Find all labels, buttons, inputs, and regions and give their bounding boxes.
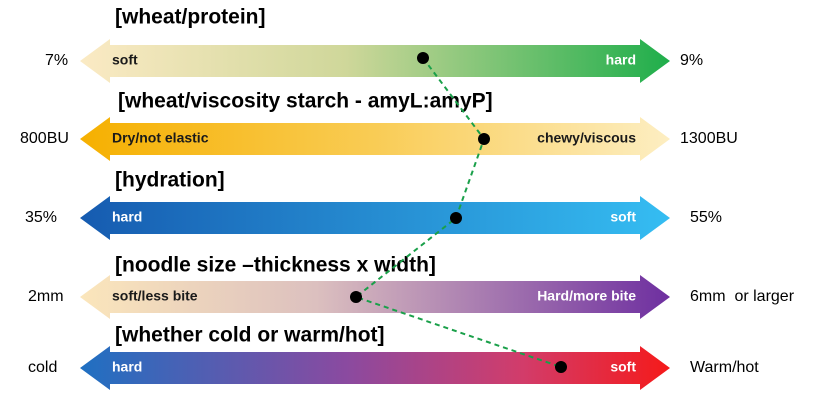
marker	[555, 361, 567, 373]
double-arrow	[80, 275, 670, 319]
row-title: [hydration]	[115, 169, 225, 192]
row-title: [wheat/viscosity starch - amyL:amyP]	[118, 90, 493, 113]
right-label: hard	[606, 52, 636, 68]
right-value: 1300BU	[680, 130, 738, 147]
marker	[417, 52, 429, 64]
left-value: cold	[28, 359, 57, 376]
row-title: [noodle size –thickness x width]	[115, 254, 436, 277]
left-label: soft/less bite	[112, 288, 198, 304]
left-label: hard	[112, 359, 142, 375]
right-label: soft	[610, 209, 636, 225]
marker	[350, 291, 362, 303]
left-value: 35%	[25, 209, 57, 226]
left-label: hard	[112, 209, 142, 225]
double-arrow	[80, 196, 670, 240]
right-value: Warm/hot	[690, 359, 759, 376]
connector-line	[353, 57, 562, 368]
right-value: 6mm or larger	[690, 288, 795, 305]
double-arrow	[80, 346, 670, 390]
right-value: 9%	[680, 52, 703, 69]
double-arrow	[80, 39, 670, 83]
markers	[350, 52, 567, 373]
row-title: [wheat/protein]	[115, 6, 266, 29]
left-value: 2mm	[28, 288, 64, 305]
right-label: chewy/viscous	[537, 130, 636, 146]
marker	[450, 212, 462, 224]
right-label: Hard/more bite	[537, 288, 636, 304]
right-value: 55%	[690, 209, 722, 226]
row-title: [whether cold or warm/hot]	[115, 324, 385, 347]
double-arrow	[80, 117, 670, 161]
marker	[478, 133, 490, 145]
left-value: 800BU	[20, 130, 69, 147]
left-label: Dry/not elastic	[112, 130, 209, 146]
left-value: 7%	[45, 52, 68, 69]
right-label: soft	[610, 359, 636, 375]
left-label: soft	[112, 52, 138, 68]
